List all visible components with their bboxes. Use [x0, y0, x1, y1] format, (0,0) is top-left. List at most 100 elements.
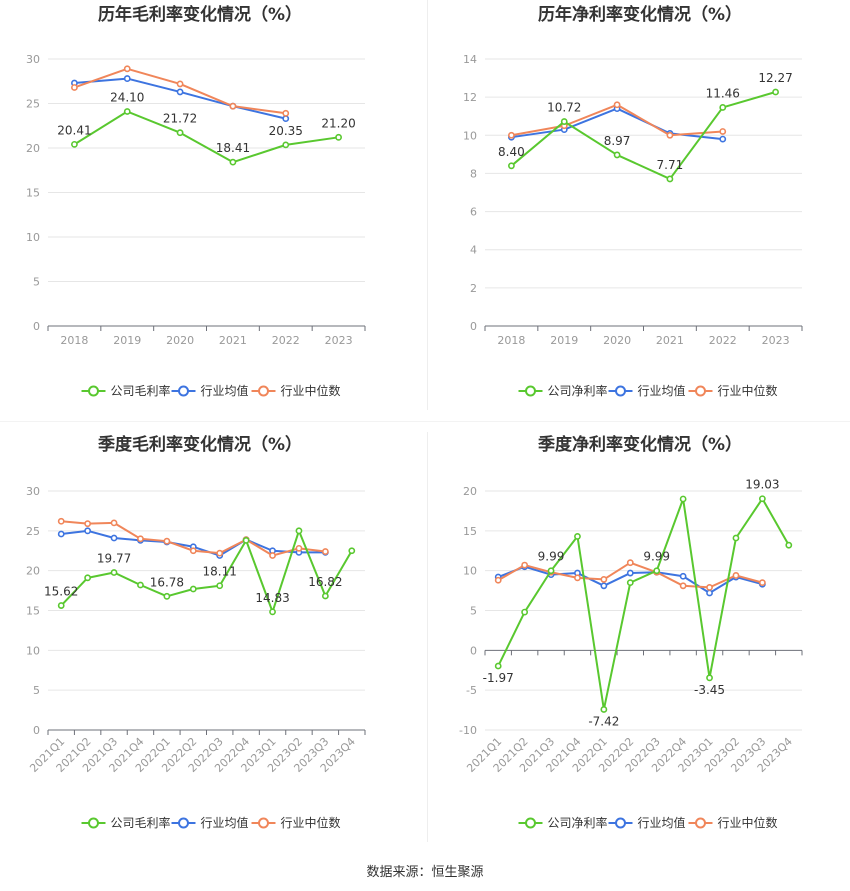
legend-marker-icon — [615, 385, 626, 397]
annual-gross-data-point[interactable] — [71, 140, 78, 148]
quarterly-gross-data-point[interactable] — [163, 592, 171, 600]
annual-net-data-point[interactable] — [719, 104, 727, 111]
annual-net-data-point[interactable] — [508, 162, 515, 170]
quarterly-gross-data-point[interactable] — [321, 592, 329, 600]
quarterly-net-data-point[interactable] — [679, 582, 687, 590]
annual-gross-data-point[interactable] — [335, 133, 342, 141]
quarterly-net-data-point[interactable] — [626, 569, 634, 577]
quarterly-net-data-point[interactable] — [626, 559, 634, 567]
quarterly-gross-data-point[interactable] — [348, 547, 356, 555]
annual-gross-data-point[interactable] — [282, 141, 290, 149]
annual-net-data-point[interactable] — [613, 101, 621, 109]
annual-gross-data-point[interactable] — [282, 115, 290, 123]
quarterly-net-data-point[interactable] — [679, 572, 687, 580]
legend-label: 公司净利率 — [548, 383, 608, 398]
quarterly-net-data-point[interactable] — [732, 534, 740, 542]
chart-quarterly-gross-margin: 季度毛利率变化情况（%） 0 5 10 15 20 25 30 2021Q1 2021Q2 2021… — [0, 430, 425, 855]
quarterly-gross-data-point[interactable] — [269, 552, 276, 559]
annual-net-data-point[interactable] — [666, 175, 674, 183]
quarterly-gross-data-point[interactable] — [137, 535, 144, 543]
quarterly-gross-data-point[interactable] — [216, 582, 224, 590]
annual-net-data-point[interactable] — [666, 131, 674, 139]
quarterly-gross-data-point[interactable] — [216, 549, 224, 557]
quarterly-gross-data-point[interactable] — [84, 574, 92, 582]
quarterly-gross-data-point[interactable] — [84, 520, 92, 528]
quarterly-net-data-point[interactable] — [653, 567, 661, 575]
annual-gross-legend-item-2[interactable]: 行业中位数 — [251, 383, 341, 398]
annual-gross-x-tick-label: 2021 — [219, 334, 247, 347]
quarterly-net-legend-item-2[interactable]: 行业中位数 — [688, 815, 778, 830]
quarterly-net-data-point[interactable] — [679, 495, 687, 503]
quarterly-net-legend-item-0[interactable]: 公司净利率 — [518, 815, 608, 830]
annual-gross-legend-item-0[interactable]: 公司毛利率 — [81, 383, 171, 398]
annual-net-legend-item-2[interactable]: 行业中位数 — [688, 383, 778, 398]
annual-gross-y-tick-label: 20 — [26, 142, 40, 155]
annual-gross-data-point[interactable] — [71, 84, 78, 91]
quarterly-gross-data-point[interactable] — [110, 519, 118, 527]
quarterly-gross-data-point[interactable] — [321, 548, 329, 555]
quarterly-gross-data-point[interactable] — [57, 517, 65, 525]
quarterly-net-data-point[interactable] — [758, 495, 766, 503]
quarterly-net-data-point[interactable] — [494, 576, 502, 584]
annual-net-legend-item-0[interactable]: 公司净利率 — [518, 383, 608, 398]
quarterly-net-series-line-0 — [497, 497, 790, 711]
quarterly-net-data-point[interactable] — [521, 561, 529, 569]
quarterly-gross-data-point[interactable] — [110, 534, 118, 542]
quarterly-gross-data-point[interactable] — [189, 547, 197, 555]
annual-net-data-point[interactable] — [719, 135, 727, 143]
annual-net-data-point[interactable] — [613, 151, 621, 159]
annual-gross-data-point[interactable] — [123, 108, 131, 115]
annual-gross-data-point[interactable] — [123, 75, 131, 82]
annual-gross-data-point[interactable] — [176, 88, 184, 96]
quarterly-net-data-point[interactable] — [706, 674, 713, 682]
quarterly-gross-data-point[interactable] — [189, 585, 197, 593]
quarterly-net-data-point[interactable] — [600, 576, 608, 583]
quarterly-gross-data-point[interactable] — [110, 569, 118, 576]
quarterly-gross-data-point[interactable] — [295, 544, 303, 552]
quarterly-net-data-point[interactable] — [785, 541, 793, 549]
annual-net-data-point[interactable] — [508, 131, 515, 139]
quarterly-gross-data-point[interactable] — [137, 581, 144, 589]
quarterly-net-data-point[interactable] — [574, 574, 581, 582]
quarterly-gross-data-point[interactable] — [57, 602, 65, 609]
annual-gross-series-line-0 — [73, 110, 339, 164]
quarterly-net-data-point[interactable] — [574, 533, 581, 540]
quarterly-net-data-point[interactable] — [706, 583, 713, 591]
quarterly-gross-data-point[interactable] — [163, 537, 171, 545]
quarterly-gross-legend-item-2[interactable]: 行业中位数 — [251, 815, 341, 830]
quarterly-net-data-point[interactable] — [521, 608, 529, 616]
annual-gross-data-point[interactable] — [229, 158, 237, 166]
quarterly-gross-legend-item-0[interactable]: 公司毛利率 — [81, 815, 171, 830]
annual-net-x-tick-label: 2019 — [550, 334, 578, 347]
quarterly-gross-legend-item-1[interactable]: 行业均值 — [171, 815, 249, 830]
annual-gross-data-point[interactable] — [229, 102, 237, 110]
annual-gross-data-point[interactable] — [176, 129, 184, 137]
annual-gross-data-point[interactable] — [123, 65, 131, 73]
quarterly-net-data-point[interactable] — [600, 706, 608, 713]
quarterly-gross-series-line-0 — [60, 529, 353, 613]
quarterly-net-data-point[interactable] — [706, 589, 713, 597]
quarterly-net-data-point[interactable] — [547, 567, 555, 575]
quarterly-gross-data-point[interactable] — [269, 608, 276, 616]
quarterly-net-data-point[interactable] — [494, 662, 502, 670]
quarterly-net-y-tick-label: -5 — [466, 684, 477, 697]
annual-gross-data-point[interactable] — [282, 109, 290, 117]
quarterly-net-data-point[interactable] — [732, 572, 740, 579]
quarterly-net-data-point[interactable] — [600, 582, 608, 590]
quarterly-net-legend-item-1[interactable]: 行业均值 — [608, 815, 686, 830]
annual-net-legend-item-1[interactable]: 行业均值 — [608, 383, 686, 398]
annual-gross-legend-item-1[interactable]: 行业均值 — [171, 383, 249, 398]
quarterly-gross-data-point[interactable] — [295, 527, 303, 535]
annual-net-data-point[interactable] — [772, 88, 779, 96]
annual-gross-data-label: 21.72 — [163, 112, 197, 126]
quarterly-net-y-tick-label: 20 — [463, 485, 477, 498]
annual-net-data-point[interactable] — [560, 118, 568, 125]
quarterly-gross-data-point[interactable] — [84, 527, 92, 535]
quarterly-gross-data-point[interactable] — [57, 530, 65, 538]
quarterly-gross-data-point[interactable] — [242, 536, 250, 544]
quarterly-net-data-point[interactable] — [758, 579, 766, 587]
annual-gross-data-point[interactable] — [176, 80, 184, 88]
annual-net-data-point[interactable] — [719, 128, 727, 135]
annual-gross-y-tick-label: 10 — [26, 231, 40, 244]
quarterly-net-data-point[interactable] — [626, 579, 634, 587]
